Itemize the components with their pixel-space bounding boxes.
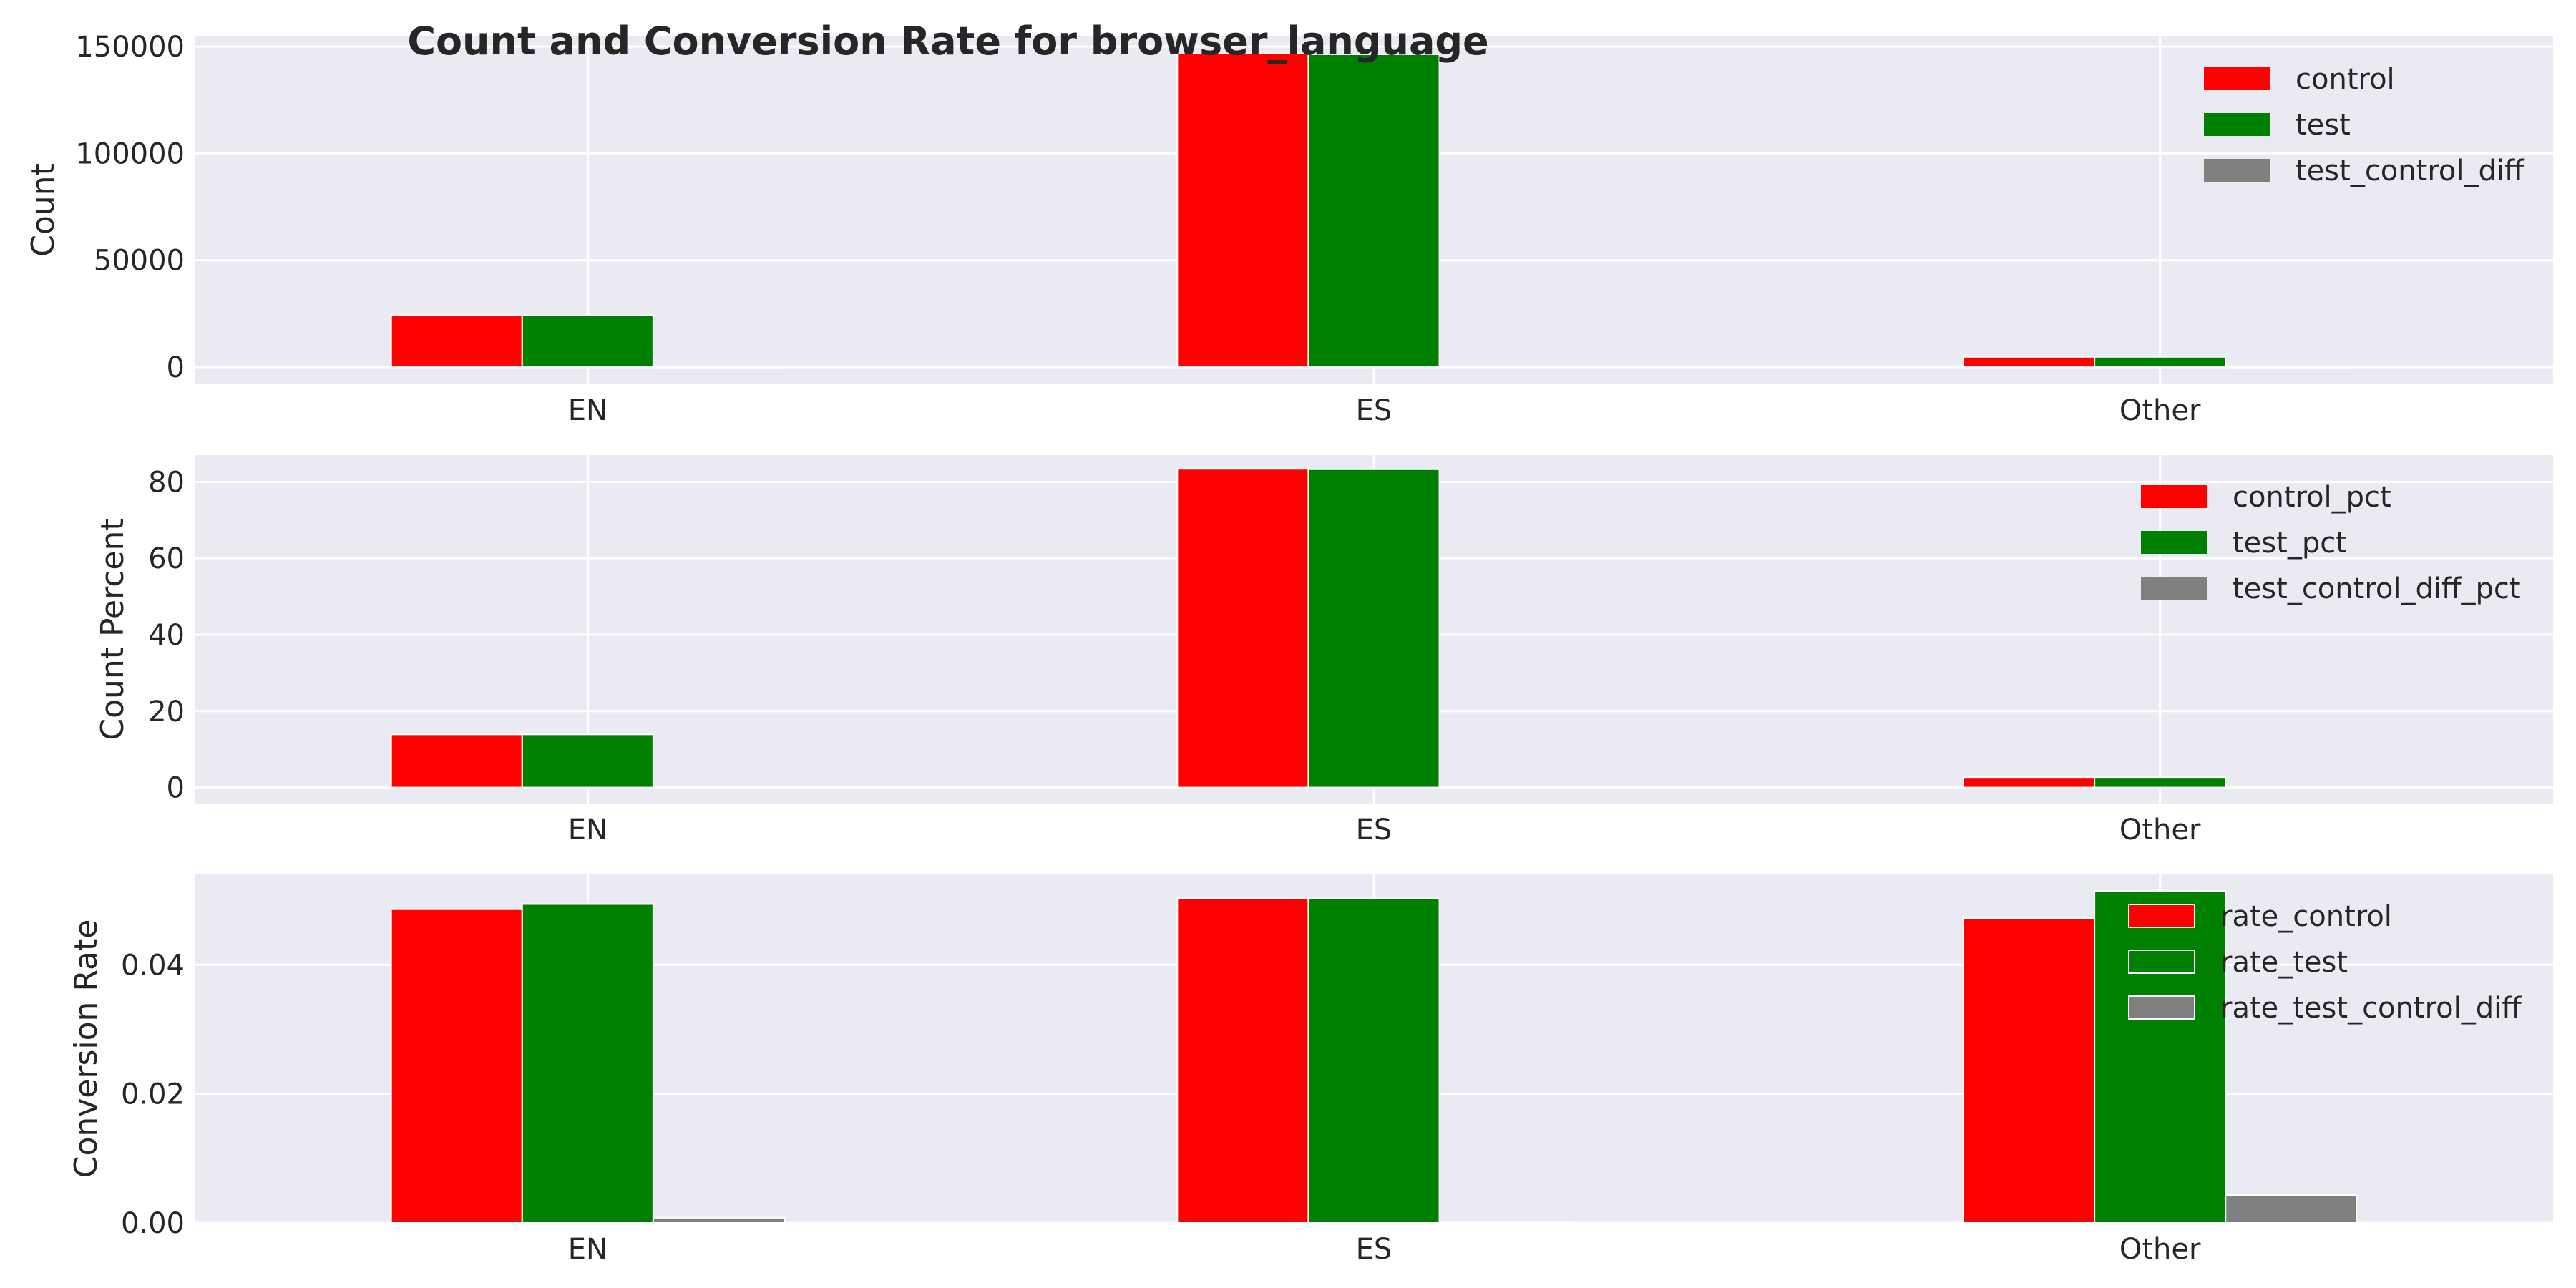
y-axis-label: Count Percent xyxy=(94,518,131,740)
bar-rate_test-ES xyxy=(1307,897,1440,1224)
x-tick-label: Other xyxy=(2119,394,2201,427)
chart-panel-1: 0 50000 100000 150000 EN ES Other Count control t… xyxy=(25,31,2553,427)
legend-swatch-rate_test_control_diff xyxy=(2128,995,2195,1020)
y-tick-label: 0.00 xyxy=(121,1207,185,1240)
bar-control-ES xyxy=(1176,52,1309,369)
x-tick-label: EN xyxy=(568,1233,608,1266)
legend-label-test_control_diff: test_control_diff xyxy=(2296,155,2525,187)
bar-control_pct-Other xyxy=(1963,776,2096,789)
bar-control_pct-ES xyxy=(1176,468,1309,789)
legend-label-control: control xyxy=(2296,63,2395,96)
y-tick-label: 0.02 xyxy=(121,1078,185,1111)
bar-test_control_diff-EN xyxy=(652,366,786,369)
chart-title: Count and Conversion Rate for browser_la… xyxy=(407,19,1488,64)
legend-label-rate_test_control_diff: rate_test_control_diff xyxy=(2220,992,2522,1025)
legend-label-control_pct: control_pct xyxy=(2233,481,2391,514)
legend-swatch-test_pct xyxy=(2141,531,2207,554)
bar-test_control_diff_pct-ES xyxy=(1438,786,1571,789)
x-tick-label: Other xyxy=(2119,814,2201,847)
bar-rate_test_control_diff-ES xyxy=(1438,1221,1571,1224)
x-tick-label: EN xyxy=(568,394,608,427)
legend-label-test_pct: test_pct xyxy=(2233,527,2347,560)
y-tick-label: 150000 xyxy=(75,31,185,64)
legend-swatch-test xyxy=(2204,113,2270,136)
bar-rate_test-Other xyxy=(2094,890,2227,1224)
y-tick-label: 80 xyxy=(148,466,185,499)
bar-rate_test-EN xyxy=(521,903,654,1224)
legend-label-test_control_diff_pct: test_control_diff_pct xyxy=(2233,572,2521,605)
legend-label-rate_test: rate_test xyxy=(2220,946,2348,979)
x-tick-label: ES xyxy=(1356,394,1392,427)
bar-test_pct-ES xyxy=(1307,468,1440,789)
legend-swatch-test_control_diff_pct xyxy=(2141,577,2207,600)
y-axis-label: Count xyxy=(25,163,62,257)
legend: rate_control rate_test rate_test_control_d… xyxy=(2128,900,2522,1025)
bar-rate_control-Other xyxy=(1963,917,2096,1224)
legend-swatch-rate_test xyxy=(2128,950,2195,974)
bar-test-Other xyxy=(2094,356,2227,369)
y-tick-label: 50000 xyxy=(94,245,185,278)
legend: control test test_control_diff xyxy=(2204,63,2525,187)
x-tick-label: Other xyxy=(2119,1233,2201,1266)
bar-rate_control-EN xyxy=(390,908,523,1224)
bar-control-Other xyxy=(1963,356,2096,369)
legend-swatch-test_control_diff xyxy=(2204,159,2270,182)
y-tick-label: 100000 xyxy=(75,137,185,170)
y-tick-label: 40 xyxy=(148,619,185,652)
x-tick-label: EN xyxy=(568,814,608,847)
bar-test_control_diff-Other xyxy=(2225,366,2358,369)
legend: control_pct test_pct test_control_diff_pct xyxy=(2141,481,2521,605)
legend-swatch-control_pct xyxy=(2141,485,2207,508)
chart-panel-2: 0 20 40 60 80 EN ES Other Count Percent control_p… xyxy=(94,455,2553,847)
y-tick-label: 0.04 xyxy=(121,949,185,982)
legend-swatch-control xyxy=(2204,67,2270,90)
y-tick-label: 0 xyxy=(167,772,185,805)
bar-rate_test_control_diff-EN xyxy=(652,1216,786,1224)
y-tick-label: 20 xyxy=(148,696,185,728)
bar-rate_control-ES xyxy=(1176,897,1309,1224)
legend-swatch-rate_control xyxy=(2128,904,2195,928)
legend-label-test: test xyxy=(2296,109,2351,142)
y-tick-label: 60 xyxy=(148,542,185,575)
bar-test_control_diff_pct-EN xyxy=(652,786,786,789)
bar-test-EN xyxy=(521,314,654,369)
x-tick-label: ES xyxy=(1356,1233,1392,1266)
y-tick-label: 0 xyxy=(167,351,185,384)
bar-rate_test_control_diff-Other xyxy=(2225,1194,2358,1224)
y-axis-label: Conversion Rate xyxy=(68,919,104,1179)
legend-label-rate_control: rate_control xyxy=(2220,900,2392,933)
bar-test_pct-EN xyxy=(521,733,654,789)
chart-panel-3: 0.00 0.02 0.04 EN ES Other Conversion Rate rate… xyxy=(68,874,2553,1266)
bar-control_pct-EN xyxy=(390,733,523,789)
bar-test_control_diff_pct-Other xyxy=(2225,786,2358,789)
bar-test-ES xyxy=(1307,53,1440,369)
bar-test_control_diff-ES xyxy=(1438,365,1571,369)
bar-control-EN xyxy=(390,314,523,369)
x-tick-label: ES xyxy=(1356,814,1392,847)
bar-test_pct-Other xyxy=(2094,776,2227,789)
